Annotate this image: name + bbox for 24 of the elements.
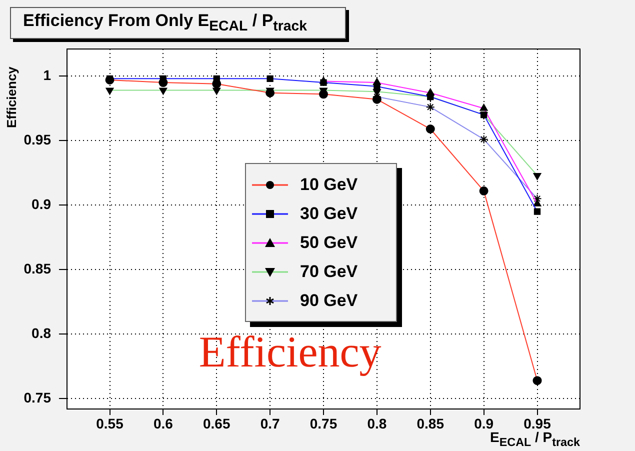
annotation: Efficiency — [198, 327, 382, 376]
y-tick-label: 0.9 — [32, 196, 52, 212]
legend-label: 30 GeV — [300, 204, 358, 224]
x-tick-label: 0.9 — [474, 415, 494, 432]
x-tick-label: 0.95 — [524, 415, 552, 432]
x-tick-label: 0.8 — [367, 415, 387, 432]
legend-label: 50 GeV — [300, 232, 358, 252]
x-tick-label: 0.7 — [260, 415, 280, 432]
x-axis-title: E$_{ECAL}$ / P$_{track}$ — [490, 429, 580, 450]
y-tick-label: 0.8 — [32, 325, 52, 342]
x-tick-label: 0.55 — [96, 415, 124, 432]
legend-label: 10 GeV — [300, 174, 358, 194]
legend-label: 70 GeV — [300, 262, 358, 282]
x-tick-label: 0.6 — [153, 415, 174, 432]
x-tick-label: 0.85 — [416, 415, 444, 432]
x-tick-label: 0.75 — [310, 415, 338, 432]
y-tick-label: 0.95 — [24, 131, 52, 148]
chart-title: Efficiency From Only E$_{ECAL}$ / P$_{track}$ — [10, 7, 346, 40]
y-tick-label: 1 — [43, 66, 52, 83]
legend-label: 90 GeV — [300, 290, 358, 310]
y-axis-title: Efficiency — [4, 66, 19, 128]
y-tick-label: 0.85 — [24, 260, 52, 277]
y-tick-label: 0.75 — [24, 390, 52, 406]
x-tick-label: 0.65 — [203, 415, 230, 432]
